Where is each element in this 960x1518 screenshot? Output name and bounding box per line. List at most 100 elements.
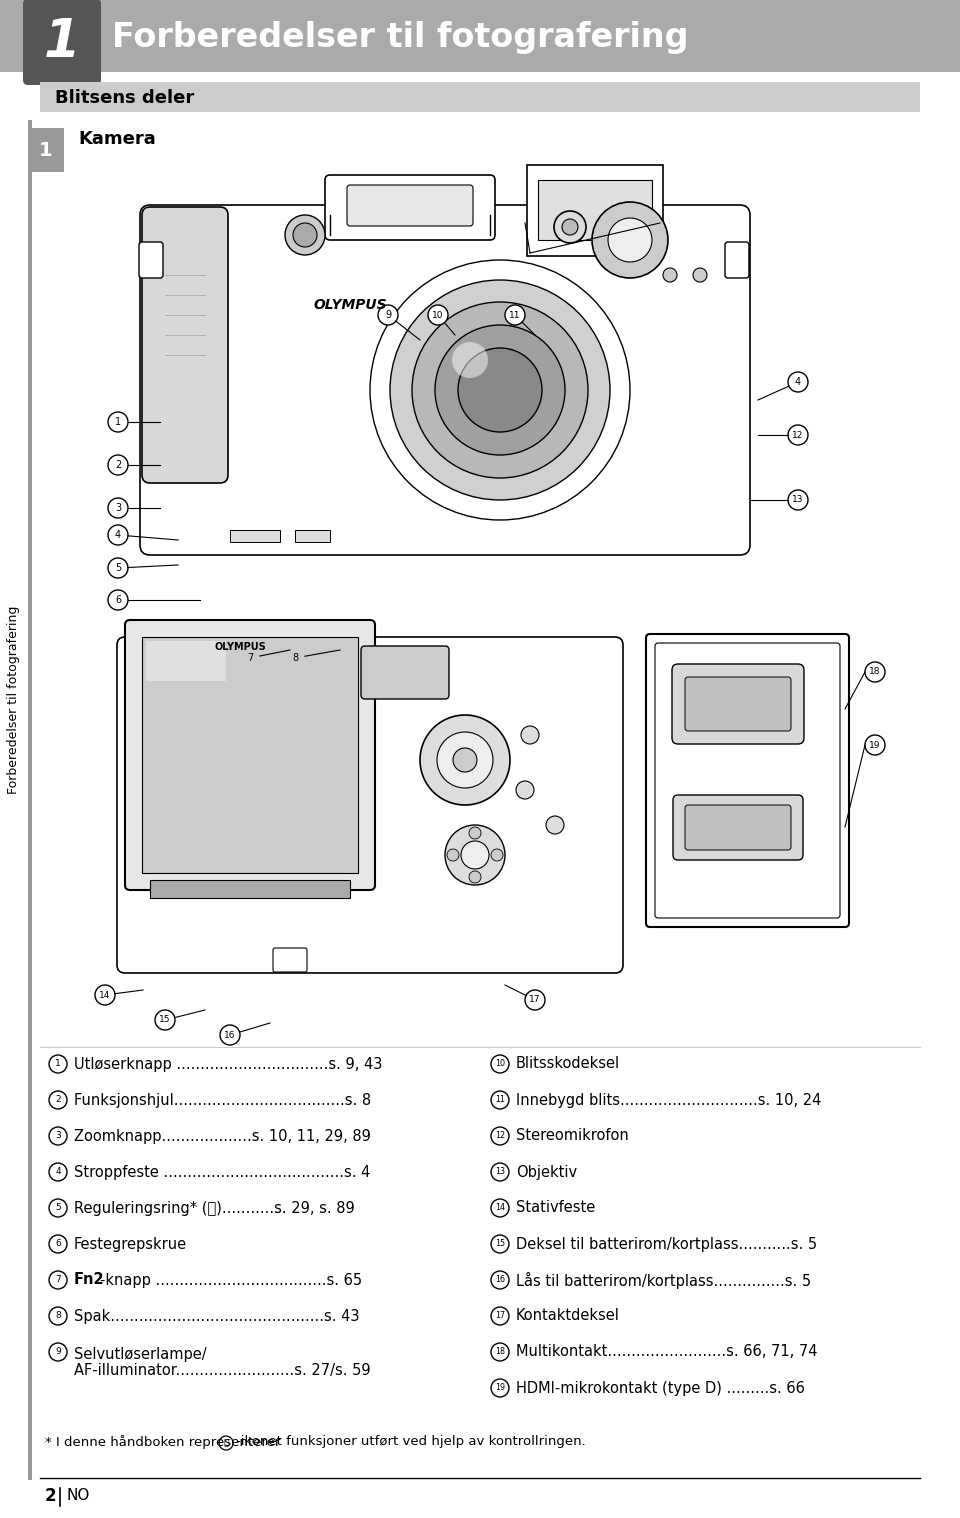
Circle shape <box>437 732 493 788</box>
Text: 3: 3 <box>115 502 121 513</box>
Circle shape <box>49 1163 67 1181</box>
Text: 14: 14 <box>99 991 110 999</box>
Text: 1: 1 <box>39 141 53 159</box>
Text: OLYMPUS: OLYMPUS <box>214 642 266 653</box>
Circle shape <box>378 305 398 325</box>
FancyBboxPatch shape <box>142 206 228 483</box>
Circle shape <box>49 1271 67 1289</box>
FancyBboxPatch shape <box>725 241 749 278</box>
Circle shape <box>546 817 564 833</box>
Text: ⓞ: ⓞ <box>224 1439 228 1448</box>
Bar <box>538 181 652 240</box>
Text: Festegrepskrue: Festegrepskrue <box>74 1237 187 1251</box>
Circle shape <box>240 648 260 668</box>
Text: 15: 15 <box>495 1240 505 1248</box>
Circle shape <box>49 1343 67 1362</box>
Circle shape <box>505 305 525 325</box>
Circle shape <box>491 1091 509 1110</box>
Text: 2: 2 <box>45 1488 57 1504</box>
Circle shape <box>491 1307 509 1325</box>
Text: Zoomknapp...................s. 10, 11, 29, 89: Zoomknapp...................s. 10, 11, 2… <box>74 1128 371 1143</box>
Text: Lås til batterirom/kortplass...............s. 5: Lås til batterirom/kortplass............… <box>516 1272 811 1289</box>
Circle shape <box>453 748 477 773</box>
Bar <box>142 638 358 873</box>
Bar <box>28 120 32 1480</box>
Text: 16: 16 <box>495 1275 505 1284</box>
Text: Blitsskodeksel: Blitsskodeksel <box>516 1057 620 1072</box>
Circle shape <box>108 591 128 610</box>
Circle shape <box>155 1009 175 1031</box>
Text: Selvutløserlampe/: Selvutløserlampe/ <box>74 1346 206 1362</box>
Bar <box>150 880 350 899</box>
Text: 7: 7 <box>247 653 253 663</box>
Circle shape <box>865 662 885 682</box>
Text: Blitsens deler: Blitsens deler <box>55 90 194 106</box>
Text: Objektiv: Objektiv <box>516 1164 577 1179</box>
Text: Forberedelser til fotografering: Forberedelser til fotografering <box>8 606 20 794</box>
Text: 2: 2 <box>55 1096 60 1105</box>
Text: 12: 12 <box>495 1131 505 1140</box>
Circle shape <box>608 219 652 263</box>
Text: 17: 17 <box>495 1312 505 1321</box>
Circle shape <box>49 1055 67 1073</box>
Text: Multikontakt.........................s. 66, 71, 74: Multikontakt.........................s. … <box>516 1345 818 1360</box>
Circle shape <box>693 269 707 282</box>
Circle shape <box>788 490 808 510</box>
Text: 11: 11 <box>509 311 520 319</box>
Circle shape <box>49 1091 67 1110</box>
Circle shape <box>469 871 481 883</box>
Circle shape <box>435 325 565 455</box>
Text: Stroppfeste ......................................s. 4: Stroppfeste ............................… <box>74 1164 371 1179</box>
Text: NO: NO <box>66 1489 89 1503</box>
Text: 1: 1 <box>55 1060 60 1069</box>
Circle shape <box>663 269 677 282</box>
Text: 10: 10 <box>432 311 444 319</box>
Text: 1: 1 <box>43 17 81 68</box>
FancyBboxPatch shape <box>117 638 623 973</box>
Text: 13: 13 <box>792 495 804 504</box>
Circle shape <box>108 455 128 475</box>
Text: 17: 17 <box>529 996 540 1005</box>
FancyBboxPatch shape <box>655 644 840 918</box>
Text: Deksel til batterirom/kortplass...........s. 5: Deksel til batterirom/kortplass.........… <box>516 1237 817 1251</box>
Polygon shape <box>28 5 96 77</box>
Circle shape <box>285 216 325 255</box>
Text: 2: 2 <box>115 460 121 471</box>
Text: Kontaktdeksel: Kontaktdeksel <box>516 1309 620 1324</box>
Circle shape <box>491 1055 509 1073</box>
Text: OLYMPUS: OLYMPUS <box>313 298 387 313</box>
Circle shape <box>108 498 128 518</box>
Circle shape <box>95 985 115 1005</box>
Bar <box>146 641 226 682</box>
Text: 4: 4 <box>795 376 801 387</box>
Circle shape <box>491 1199 509 1217</box>
Circle shape <box>525 990 545 1009</box>
Circle shape <box>447 849 459 861</box>
FancyBboxPatch shape <box>685 677 791 732</box>
FancyBboxPatch shape <box>347 185 473 226</box>
Text: Forberedelser til fotografering: Forberedelser til fotografering <box>112 21 688 55</box>
Text: Kamera: Kamera <box>78 131 156 147</box>
FancyBboxPatch shape <box>273 949 307 972</box>
Text: 5: 5 <box>55 1204 60 1213</box>
Text: 18: 18 <box>869 668 880 677</box>
Circle shape <box>49 1307 67 1325</box>
Circle shape <box>491 849 503 861</box>
Text: 3: 3 <box>55 1131 60 1140</box>
Circle shape <box>49 1236 67 1252</box>
Circle shape <box>108 559 128 578</box>
Circle shape <box>491 1126 509 1145</box>
Text: Spak.............................................s. 43: Spak....................................… <box>74 1309 359 1324</box>
Circle shape <box>491 1343 509 1362</box>
Text: AF-illuminator.........................s. 27/s. 59: AF-illuminator.........................s… <box>74 1363 371 1378</box>
Text: 10: 10 <box>495 1060 505 1069</box>
Circle shape <box>491 1271 509 1289</box>
Text: HDMI-mikrokontakt (type D) .........s. 66: HDMI-mikrokontakt (type D) .........s. 6… <box>516 1380 804 1395</box>
Text: 19: 19 <box>495 1383 505 1392</box>
Circle shape <box>412 302 588 478</box>
Text: 6: 6 <box>115 595 121 606</box>
Circle shape <box>491 1378 509 1397</box>
FancyBboxPatch shape <box>646 635 849 927</box>
Text: * I denne håndboken representerer: * I denne håndboken representerer <box>45 1435 284 1450</box>
Text: 4: 4 <box>55 1167 60 1176</box>
